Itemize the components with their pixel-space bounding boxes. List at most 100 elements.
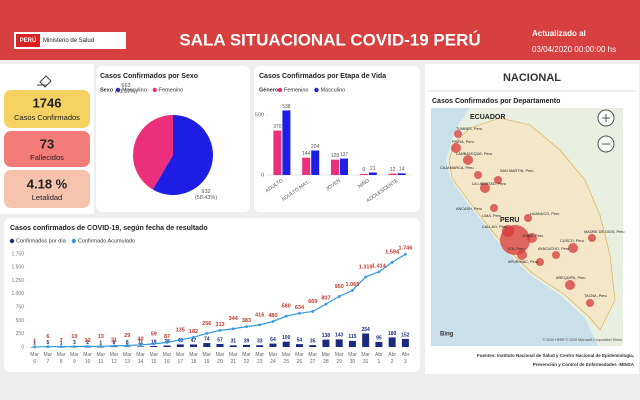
legend-title: Sexo xyxy=(100,87,114,93)
bubble xyxy=(502,225,514,237)
bar xyxy=(359,173,368,175)
bar xyxy=(362,333,370,347)
bar xyxy=(150,345,158,347)
bubble xyxy=(451,143,461,153)
bar-value-label: 33 xyxy=(257,339,263,345)
kpi-label: Letalidad xyxy=(32,193,62,202)
slice-label: 663 (41.57%) xyxy=(115,83,137,95)
chart-title: Casos Confirmados por Sexo xyxy=(100,73,198,80)
line-value-label: 59 xyxy=(151,331,157,337)
x-tick-label: Mar 18 xyxy=(189,352,198,365)
line-point xyxy=(86,344,89,348)
map-label: AREQUIPA, Peru xyxy=(556,276,585,280)
bar-value-label: 5 xyxy=(46,340,49,346)
x-tick-label: Abr 1 xyxy=(375,352,383,365)
bar-value-label: 204 xyxy=(311,144,320,150)
x-tick-label: Mar 15 xyxy=(149,352,158,365)
legend-label: Femenino xyxy=(284,87,308,93)
line-value-label: 182 xyxy=(189,329,198,335)
bar xyxy=(273,130,282,175)
line-value-label: 7 xyxy=(60,338,63,344)
legend-label: Confirmados por día xyxy=(16,238,67,244)
y-tick-label: 500 xyxy=(16,318,25,324)
bar xyxy=(190,344,198,347)
bar-value-label: 57 xyxy=(217,337,223,343)
bar-value-label: 3 xyxy=(73,340,76,346)
x-tick-label: Mar 19 xyxy=(202,352,211,365)
bubble xyxy=(474,171,482,179)
legend-label: Confirmado Acumulado xyxy=(78,238,135,244)
line-point xyxy=(125,344,129,347)
line-value-label: 669 xyxy=(308,299,317,305)
bar-value-label: 35 xyxy=(310,338,316,344)
x-tick-label: Mar 27 xyxy=(308,352,317,365)
line-point xyxy=(298,311,301,315)
line-point xyxy=(59,345,63,349)
bar xyxy=(176,344,184,347)
logo-ministry: Ministerio de Salud xyxy=(43,38,94,44)
line-point xyxy=(284,314,288,318)
line-point xyxy=(205,331,209,335)
line-value-label: 12 xyxy=(85,338,91,344)
bar xyxy=(340,158,348,175)
bar xyxy=(163,345,171,347)
legend-title: Género xyxy=(259,87,279,93)
line-value-label: 807 xyxy=(321,296,330,302)
map-copyright: © 2020 HERE © 2020 Microsoft Corporation… xyxy=(543,338,622,342)
x-tick-label: Mar 10 xyxy=(83,352,92,365)
bar-value-label: 1 xyxy=(33,340,36,346)
line-value-label: 21 xyxy=(111,337,117,343)
x-tick-label: Mar 21 xyxy=(229,352,238,365)
footer-text: Prevención y Control de Enfermedades -MI… xyxy=(533,362,635,367)
map-bubbles xyxy=(451,130,596,307)
x-tick-label: Mar 13 xyxy=(123,352,132,365)
bar-value-label: 1 xyxy=(99,340,102,346)
bubble xyxy=(536,258,544,266)
bubble xyxy=(480,183,490,193)
line-value-label: 1.746 xyxy=(398,246,412,252)
eraser-icon[interactable] xyxy=(37,75,52,88)
x-tick-label: Mar 28 xyxy=(322,352,331,365)
bar-value-label: 180 xyxy=(388,331,397,337)
bubble xyxy=(517,250,527,260)
bar-value-label: 21 xyxy=(370,166,376,172)
x-tick-label: Mar 7 xyxy=(44,352,53,365)
line-point xyxy=(271,320,275,323)
bar-value-label: 31 xyxy=(230,339,236,345)
line-value-label: 6 xyxy=(46,334,49,340)
bar xyxy=(295,344,303,347)
bar-value-label: 47 xyxy=(191,338,197,344)
line-point xyxy=(364,275,368,279)
line-value-label: 135 xyxy=(176,327,185,333)
chart-title: Casos confirmados de COVID-19, según fec… xyxy=(10,225,208,232)
x-tick-label: Mar 6 xyxy=(30,352,39,365)
map-label: CAJAMARCA, Peru xyxy=(440,166,474,170)
line-point xyxy=(165,340,169,344)
legend-label: Femenino xyxy=(159,87,183,93)
x-tick-label: Mar 22 xyxy=(242,352,251,365)
bar xyxy=(242,344,250,347)
bar xyxy=(311,150,320,175)
bar xyxy=(348,340,356,347)
bar xyxy=(401,338,409,347)
header-bar xyxy=(0,0,640,60)
map-label: CALLAO, Peru xyxy=(482,225,507,229)
bar-value-label: 2 xyxy=(86,340,89,346)
bar xyxy=(388,337,396,347)
kpi-card xyxy=(4,131,90,167)
map-label: MADRE DE DIOS, Peru xyxy=(584,230,625,234)
legend-swatch xyxy=(115,87,121,93)
line-value-label: 634 xyxy=(295,305,305,311)
bar-value-label: 8 xyxy=(113,340,116,346)
x-tick-label: Mar 31 xyxy=(361,352,370,365)
map-label: ICA, Peru xyxy=(508,247,524,251)
x-tick-label: Mar 24 xyxy=(269,352,278,365)
x-tick-label: Mar 11 xyxy=(97,352,106,365)
bubble xyxy=(568,243,578,253)
slice-label: 932 (58.43%) xyxy=(195,189,217,201)
footer-text: Fuentes: Instituto Nacional de Salud y C… xyxy=(477,353,634,358)
map-peru xyxy=(448,117,616,331)
bar-value-label: 1 xyxy=(60,340,63,346)
map-label: HUANUCO, Peru xyxy=(530,212,559,216)
bubble xyxy=(494,176,502,184)
